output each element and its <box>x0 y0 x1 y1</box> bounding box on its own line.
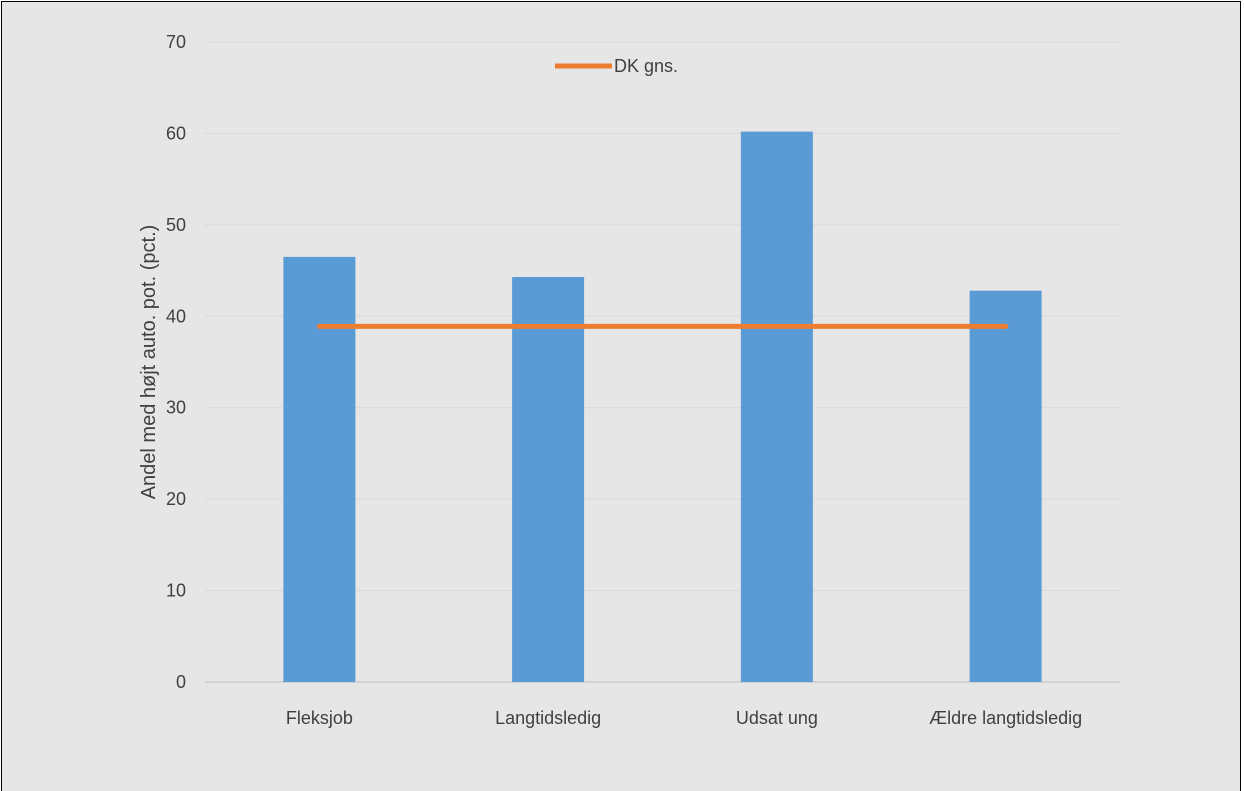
x-tick-label-udsat-ung: Udsat ung <box>736 708 818 728</box>
y-tick-label-0: 0 <box>176 672 186 692</box>
x-tick-label-fleksjob: Fleksjob <box>286 708 353 728</box>
y-tick-label-50: 50 <box>166 215 186 235</box>
bar-fleksjob <box>283 256 356 682</box>
y-tick-labels: 0 10 20 30 40 50 60 70 <box>166 32 186 692</box>
y-tick-label-60: 60 <box>166 123 186 143</box>
y-tick-label-20: 20 <box>166 489 186 509</box>
y-tick-label-70: 70 <box>166 32 186 52</box>
bars <box>283 131 1042 683</box>
bar-langtidsledig <box>512 276 585 682</box>
x-tick-label-ldre-langtidsledig: Ældre langtidsledig <box>929 708 1082 728</box>
gridlines <box>205 41 1120 683</box>
x-tick-labels: Fleksjob Langtidsledig Udsat ung Ældre lang… <box>286 708 1082 728</box>
x-tick-label-langtidsledig: Langtidsledig <box>495 708 601 728</box>
legend-label-dk-gns: DK gns. <box>614 56 678 76</box>
y-tick-label-40: 40 <box>166 306 186 326</box>
bar-udsat-ung <box>740 131 813 683</box>
y-axis-title: Andel med højt auto. pot. (pct.) <box>138 225 160 500</box>
legend: DK gns. <box>555 56 678 76</box>
bar-ldre-langtidsledig <box>969 290 1042 682</box>
y-tick-label-30: 30 <box>166 398 186 418</box>
y-tick-label-10: 10 <box>166 581 186 601</box>
